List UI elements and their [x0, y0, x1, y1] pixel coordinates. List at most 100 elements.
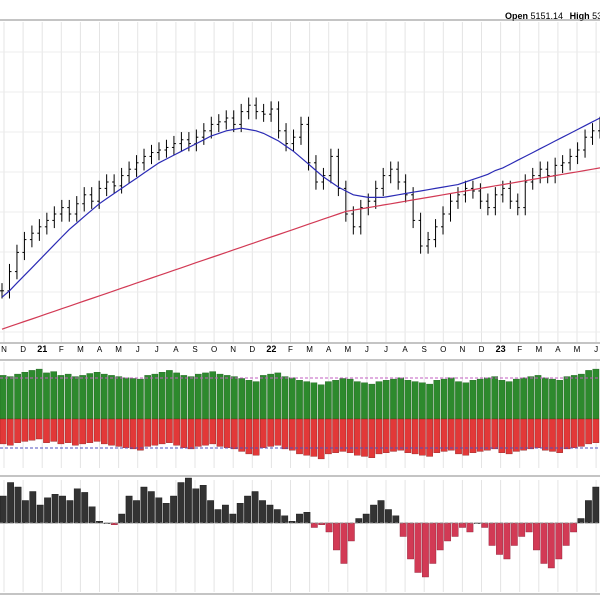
- breadth-up-bar: [6, 376, 14, 420]
- breadth-down-bar: [411, 418, 419, 455]
- breadth-up-bar: [202, 372, 209, 420]
- breadth-up-bar: [433, 380, 441, 420]
- breadth-up-bar: [592, 368, 600, 420]
- momentum-negative-bar: [451, 522, 459, 537]
- high-value: 5359: [592, 11, 600, 21]
- momentum-positive-bar: [385, 509, 392, 524]
- breadth-down-bar: [310, 418, 318, 457]
- breadth-panel: [0, 368, 600, 460]
- breadth-down-bar: [317, 418, 325, 460]
- momentum-positive-bar: [14, 486, 22, 524]
- breadth-down-bar: [426, 418, 433, 457]
- momentum-negative-bar: [518, 522, 526, 537]
- breadth-down-bar: [187, 418, 195, 450]
- breadth-down-bar: [137, 418, 144, 451]
- x-tick-label: A: [402, 345, 408, 354]
- momentum-positive-bar: [177, 482, 185, 524]
- breadth-up-bar: [223, 375, 231, 420]
- breadth-down-bar: [455, 418, 462, 455]
- breadth-up-bar: [35, 368, 43, 420]
- momentum-positive-bar: [207, 500, 214, 524]
- breadth-up-bar: [570, 375, 578, 420]
- breadth-up-bar: [419, 382, 426, 420]
- momentum-positive-bar: [73, 488, 81, 524]
- breadth-up-bar: [274, 372, 282, 420]
- momentum-positive-bar: [184, 477, 192, 524]
- high-label: High: [569, 11, 590, 21]
- breadth-down-bar: [108, 418, 115, 446]
- breadth-up-bar: [411, 381, 419, 420]
- x-tick-label: M: [115, 345, 122, 354]
- breadth-up-bar: [267, 373, 274, 420]
- breadth-down-bar: [43, 418, 50, 443]
- momentum-negative-bar: [570, 522, 578, 533]
- breadth-down-bar: [476, 418, 484, 452]
- breadth-up-bar: [252, 381, 260, 420]
- x-tick-label: A: [173, 345, 179, 354]
- breadth-down-bar: [361, 418, 368, 457]
- breadth-down-bar: [281, 418, 289, 450]
- breadth-down-bar: [368, 418, 376, 458]
- x-tick-label: A: [326, 345, 332, 354]
- chart-grid: [0, 22, 600, 592]
- breadth-down-bar: [397, 418, 405, 451]
- breadth-down-bar: [419, 418, 426, 456]
- momentum-negative-bar: [503, 522, 511, 560]
- momentum-positive-bar: [118, 513, 126, 524]
- momentum-negative-bar: [414, 522, 422, 573]
- momentum-negative-bar: [340, 522, 348, 564]
- breadth-up-bar: [108, 375, 115, 420]
- breadth-down-bar: [542, 418, 549, 451]
- x-tick-label: N: [460, 345, 466, 354]
- breadth-down-bar: [64, 418, 72, 443]
- momentum-positive-bar: [0, 495, 7, 524]
- breadth-down-bar: [303, 418, 311, 456]
- breadth-up-bar: [498, 380, 506, 420]
- breadth-down-bar: [93, 418, 101, 442]
- panel-frames: [0, 19, 600, 595]
- x-tick-label: A: [555, 345, 561, 354]
- breadth-up-bar: [505, 381, 513, 420]
- x-tick-label: J: [155, 345, 159, 354]
- breadth-down-bar: [404, 418, 412, 453]
- breadth-down-bar: [375, 418, 383, 455]
- momentum-positive-bar: [377, 500, 385, 524]
- momentum-negative-bar: [496, 522, 503, 555]
- x-tick-label: N: [1, 345, 7, 354]
- breadth-down-bar: [484, 418, 491, 451]
- x-tick-label: 22: [266, 344, 276, 354]
- x-tick-label: O: [211, 345, 217, 354]
- breadth-down-bar: [570, 418, 578, 448]
- momentum-negative-bar: [110, 522, 118, 525]
- momentum-positive-bar: [192, 488, 200, 524]
- momentum-negative-bar: [540, 522, 548, 564]
- momentum-negative-bar: [466, 522, 474, 533]
- breadth-up-bar: [100, 373, 108, 420]
- breadth-down-bar: [325, 418, 332, 455]
- momentum-positive-bar: [155, 497, 163, 524]
- momentum-negative-bar: [429, 522, 437, 564]
- x-tick-label: D: [479, 345, 485, 354]
- breadth-down-bar: [57, 418, 65, 445]
- breadth-up-bar: [50, 371, 57, 420]
- breadth-up-bar: [303, 381, 311, 420]
- breadth-up-bar: [289, 377, 296, 420]
- breadth-down-bar: [129, 418, 137, 450]
- breadth-down-bar: [296, 418, 303, 455]
- momentum-positive-bar: [244, 495, 251, 524]
- momentum-negative-bar: [459, 522, 466, 528]
- breadth-up-bar: [137, 378, 144, 420]
- momentum-positive-bar: [59, 495, 66, 524]
- breadth-up-bar: [245, 380, 253, 420]
- x-tick-label: J: [365, 345, 369, 354]
- breadth-down-bar: [35, 418, 43, 440]
- breadth-down-bar: [86, 418, 94, 443]
- momentum-negative-bar: [325, 522, 333, 533]
- breadth-up-bar: [43, 372, 50, 420]
- momentum-positive-bar: [585, 500, 592, 524]
- breadth-down-bar: [223, 418, 231, 448]
- x-tick-label: 21: [37, 344, 47, 354]
- momentum-positive-bar: [303, 512, 311, 524]
- momentum-positive-bar: [273, 509, 281, 524]
- momentum-positive-bar: [29, 491, 37, 524]
